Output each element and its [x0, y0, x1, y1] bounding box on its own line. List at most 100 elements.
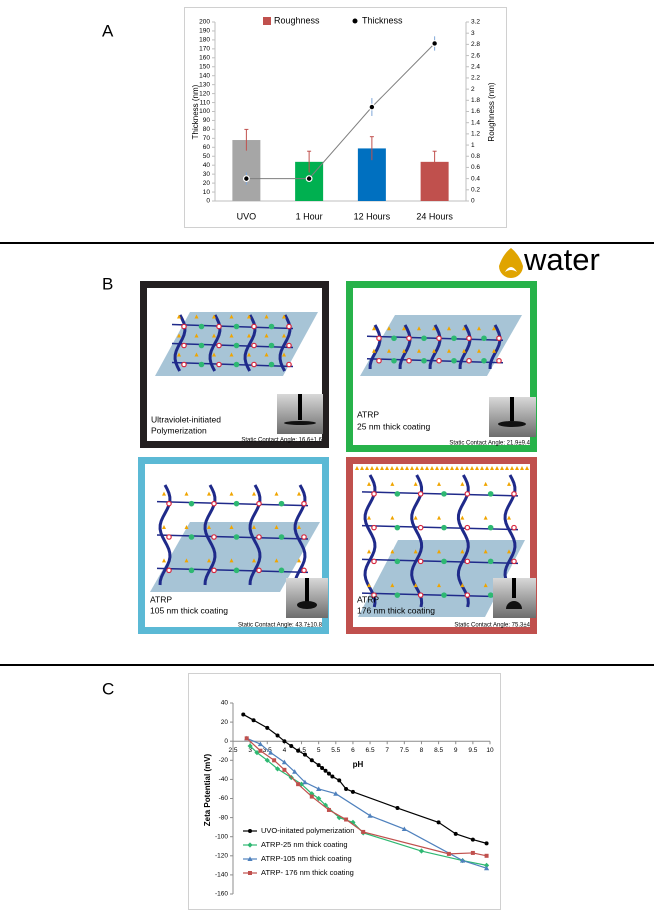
- box-text: 105 nm thick coating: [150, 605, 228, 615]
- legend-label: ATRP-105 nm thick coating: [261, 854, 352, 863]
- monomer: [418, 492, 422, 496]
- x-tick-label: 9: [454, 747, 458, 754]
- monomer: [287, 343, 291, 347]
- marker: [252, 718, 256, 722]
- monomer: [257, 501, 261, 505]
- legend-swatch: [263, 17, 271, 25]
- y-tick-label: 30: [203, 171, 211, 178]
- marker: [248, 871, 252, 875]
- monomer: [395, 492, 399, 496]
- monomer: [234, 324, 238, 328]
- box-text: Ultraviolet-initiated: [151, 414, 221, 424]
- monomer: [465, 559, 469, 563]
- panel-label: C: [102, 679, 114, 698]
- legend-label: ATRP-25 nm thick coating: [261, 840, 348, 849]
- y-tick-label: 200: [199, 19, 210, 26]
- y-tick-label: -60: [219, 795, 229, 802]
- y2-tick-label: 3.2: [471, 19, 480, 26]
- marker: [330, 775, 334, 779]
- y-tick-label: 100: [199, 108, 210, 115]
- y-tick-label: 0: [224, 738, 228, 745]
- monomer: [199, 324, 203, 328]
- monomer: [442, 492, 446, 496]
- monomer: [199, 343, 203, 347]
- monomer: [257, 535, 261, 539]
- y2-tick-label: 2.2: [471, 75, 480, 82]
- marker: [337, 778, 341, 782]
- marker: [296, 782, 300, 786]
- monomer: [452, 359, 456, 363]
- y-tick-label: -120: [215, 853, 228, 860]
- marker: [265, 726, 269, 730]
- marker: [282, 768, 286, 772]
- droplet-inset: [286, 578, 328, 618]
- monomer: [279, 501, 283, 505]
- monomer: [407, 336, 411, 340]
- monomer: [418, 559, 422, 563]
- monomer: [234, 362, 238, 366]
- marker: [437, 820, 441, 824]
- marker: [276, 733, 280, 737]
- monomer: [377, 336, 381, 340]
- box-text: ATRP: [357, 594, 379, 604]
- monomer: [395, 525, 399, 529]
- contact-angle: Static Contact Angle: 75.3±4: [454, 623, 530, 629]
- marker: [282, 739, 286, 743]
- y-tick-label: -140: [215, 872, 228, 879]
- y2-tick-label: 2.6: [471, 52, 480, 59]
- x-tick-label: 5: [317, 747, 321, 754]
- y-tick-label: 120: [199, 90, 210, 97]
- monomer: [465, 492, 469, 496]
- marker: [344, 787, 348, 791]
- monomer: [302, 535, 306, 539]
- marker: [306, 176, 312, 182]
- x-tick-label: 24 Hours: [416, 211, 453, 221]
- marker: [310, 795, 314, 799]
- y-tick-label: 40: [221, 700, 229, 707]
- monomer: [395, 593, 399, 597]
- marker: [310, 758, 314, 762]
- y-tick-label: 190: [199, 28, 210, 35]
- box-text: Polymerization: [151, 425, 207, 435]
- monomer: [217, 324, 221, 328]
- x-tick-label: 10: [486, 747, 494, 754]
- monomer: [182, 362, 186, 366]
- monomer: [465, 525, 469, 529]
- marker: [395, 806, 399, 810]
- monomer: [302, 568, 306, 572]
- y-tick-label: 180: [199, 37, 210, 44]
- marker: [296, 749, 300, 753]
- x-tick-label: 4: [283, 747, 287, 754]
- monomer: [182, 324, 186, 328]
- y2-tick-label: 0.2: [471, 187, 480, 194]
- monomer: [418, 593, 422, 597]
- monomer: [372, 559, 376, 563]
- monomer: [442, 525, 446, 529]
- marker: [432, 41, 438, 47]
- y-tick-label: 0: [206, 198, 210, 205]
- y2-tick-label: 3: [471, 30, 475, 37]
- x-axis-title: pH: [353, 760, 364, 769]
- marker: [485, 841, 489, 845]
- x-tick-label: 6: [351, 747, 355, 754]
- marker: [245, 736, 249, 740]
- monomer: [287, 324, 291, 328]
- monomer: [372, 525, 376, 529]
- x-tick-label: 5.5: [331, 747, 340, 754]
- monomer: [452, 336, 456, 340]
- y-tick-label: 170: [199, 46, 210, 53]
- marker: [351, 790, 355, 794]
- monomer: [234, 343, 238, 347]
- y-tick-label: -100: [215, 833, 228, 840]
- monomer: [407, 359, 411, 363]
- y2-tick-label: 0.6: [471, 164, 480, 171]
- marker: [303, 753, 307, 757]
- x-tick-label: 8: [420, 747, 424, 754]
- marker: [258, 749, 262, 753]
- figure: A B C water Ultraviolet-initiated Polyme…: [0, 0, 654, 910]
- y-axis-title: Zeta Potential (mV): [203, 753, 212, 826]
- y2-tick-label: 1.4: [471, 119, 480, 126]
- monomer: [392, 359, 396, 363]
- y2-tick-label: 0.8: [471, 153, 480, 160]
- monomer: [189, 568, 193, 572]
